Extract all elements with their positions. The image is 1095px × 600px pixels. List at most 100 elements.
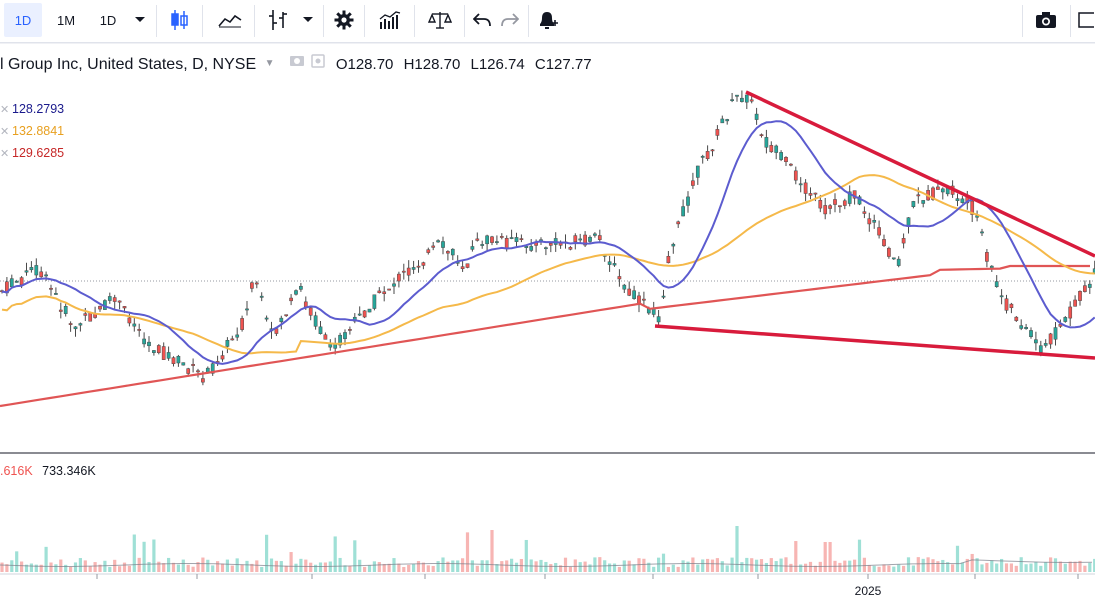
volume-bar [696,564,700,572]
ma-mid-legend[interactable]: ✕ 132.8841 [0,124,64,138]
ma-slow-legend[interactable]: ✕ 129.6285 [0,146,64,160]
volume-bar [701,559,705,572]
compare-scale-icon[interactable] [420,3,460,37]
volume-bar [1034,561,1038,572]
fullscreen-icon[interactable] [1076,3,1095,37]
line-chart-icon[interactable] [210,3,250,37]
candle-body [842,200,847,206]
volume-bar [54,564,58,572]
volume-bar [152,539,156,572]
volume-bar [353,540,357,572]
volume-bar [715,558,719,572]
candle-body [896,258,901,266]
gear-icon[interactable] [328,3,360,37]
volume-bar [608,563,612,572]
chevron-down-icon[interactable] [128,3,152,37]
candle-body [284,314,289,317]
candle-body [245,308,249,311]
candle-body [617,276,622,280]
close-icon[interactable]: ✕ [0,147,10,160]
close-icon[interactable]: ✕ [0,125,10,138]
volume-bar [657,557,661,572]
camera-icon[interactable] [1028,3,1064,37]
ma-slow-value: 129.6285 [12,146,65,160]
close-icon[interactable]: ✕ [0,103,10,116]
interval-1d-button[interactable]: 1D [4,3,42,37]
candle-body [612,263,617,266]
volume-bar [235,558,239,572]
candle-body [872,220,877,223]
volume-bar [1053,558,1058,572]
volume-bar [627,560,631,572]
volume-bar [436,561,440,572]
volume-bar [774,561,778,572]
candle-body [666,256,671,264]
volume-bar [990,560,994,572]
indicators-icon[interactable] [370,3,410,37]
candle-body [289,297,293,302]
volume-bar [93,562,97,572]
candle-body [83,313,88,316]
volume-bar [196,562,200,572]
volume-ma-line [0,559,1093,568]
volume-bar [970,553,974,572]
volume-bar [544,561,548,572]
low-value: 126.74 [478,56,525,73]
chevron-down-icon[interactable]: ▼ [264,58,275,69]
alert-icon[interactable] [532,3,562,37]
candles-icon[interactable] [162,3,198,37]
lower-trendline[interactable] [654,324,1095,360]
candle-body [769,145,774,153]
candle-body [24,270,29,273]
candle-body [573,235,578,243]
volume-bar [465,532,470,572]
volume-bar [318,562,323,572]
candle-body [54,293,58,295]
upper-trendline[interactable] [745,90,1095,258]
redo-icon[interactable] [496,3,524,37]
ohlc-readout: O128.70 H128.70 L126.74 C127.77 [336,56,592,73]
symbol-title[interactable]: l Group Inc, United States, D, NYSE [0,56,257,73]
candle-body [524,246,529,248]
volume-bar [299,558,303,572]
volume-bar [1073,561,1077,572]
settings-small-icon[interactable] [311,54,326,73]
volume-bar [784,557,788,572]
candle-body [852,190,857,199]
candle-body [191,364,195,366]
volume-bar [720,561,724,572]
volume-bar [367,565,372,572]
volume-bar [897,564,901,572]
chevron-down-icon[interactable] [296,3,320,37]
volume-bar [304,559,308,572]
candle-body [593,233,597,236]
volume-bar [710,559,715,572]
ma-slow-line [0,264,1090,408]
candle-body [431,245,436,248]
ma-fast-legend[interactable]: ✕ 128.2793 [0,102,64,116]
range-1m-button[interactable]: 1M [56,12,76,28]
candle-body [343,332,347,340]
candle-body [691,180,695,186]
eye-icon[interactable] [289,54,305,73]
candle-body [759,134,764,137]
undo-icon[interactable] [468,3,496,37]
volume-bar [495,564,499,572]
volume-bar [647,562,651,572]
volume-bar [98,564,102,572]
interval-dropdown-button[interactable]: 1D [99,12,117,28]
volume-bar [975,558,979,572]
candle-body [720,118,725,124]
volume-bar [764,562,768,572]
volume-ma-value: .616K [0,464,33,478]
ma-mid-line [1,174,1095,355]
bars-icon[interactable] [258,3,298,37]
low-key: L [470,56,479,73]
volume-bar [416,561,421,572]
candle-body [999,295,1004,298]
candle-body [416,265,421,268]
volume-bar [157,561,161,572]
volume-bar [441,557,445,572]
volume-bar [314,564,318,572]
